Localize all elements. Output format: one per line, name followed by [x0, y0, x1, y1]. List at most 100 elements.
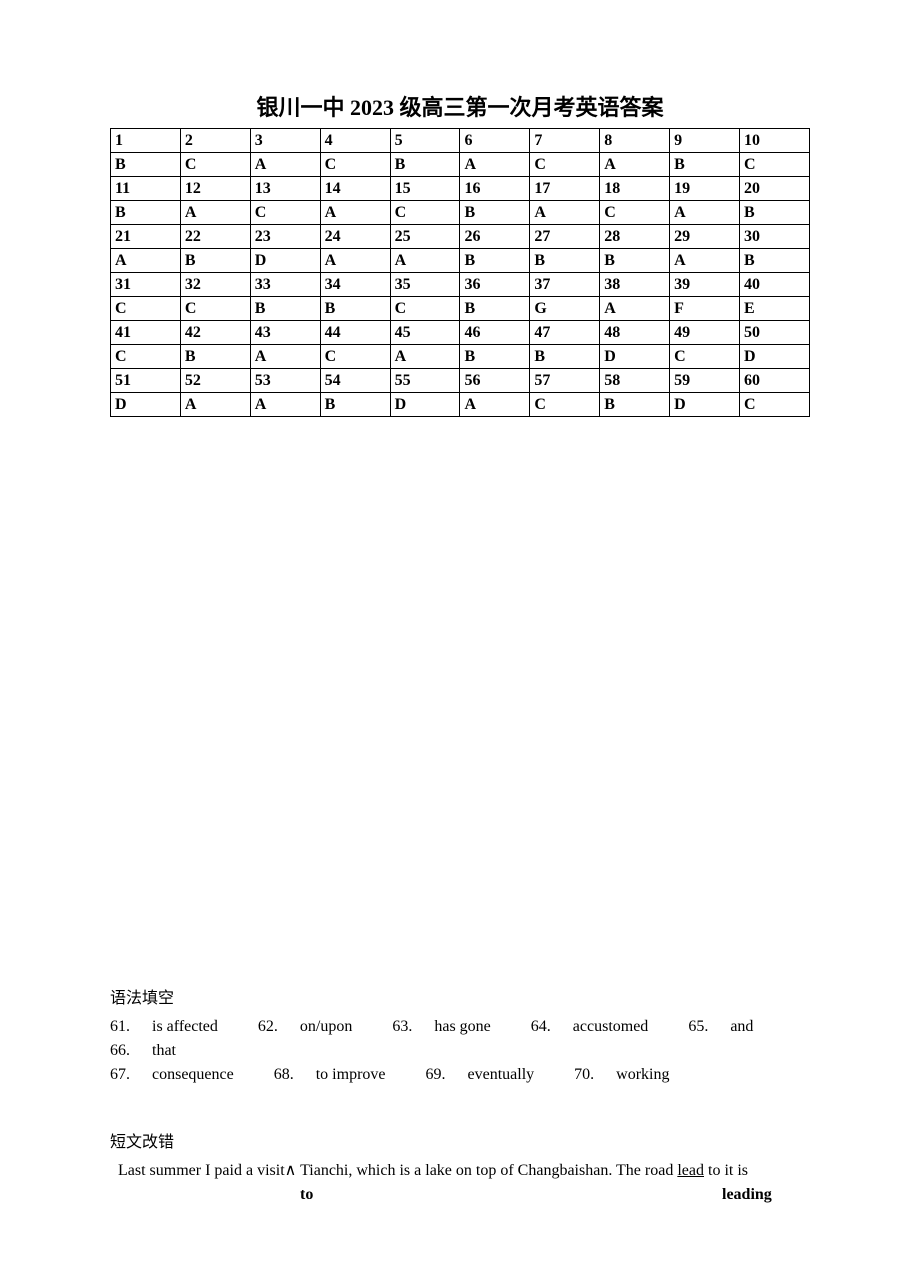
grammar-item: 69. eventually: [426, 1063, 553, 1087]
table-cell: 37: [530, 273, 600, 297]
table-row: 51525354555657585960: [111, 369, 810, 393]
grammar-line-2: 67. consequence 68. to improve 69. event…: [110, 1063, 810, 1087]
table-cell: D: [600, 345, 670, 369]
table-cell: 53: [250, 369, 320, 393]
table-cell: 11: [111, 177, 181, 201]
table-cell: B: [740, 201, 810, 225]
table-cell: B: [460, 345, 530, 369]
table-row: 21222324252627282930: [111, 225, 810, 249]
table-cell: 14: [320, 177, 390, 201]
grammar-item: 63. has gone: [392, 1015, 508, 1039]
table-cell: D: [250, 249, 320, 273]
table-cell: A: [250, 345, 320, 369]
table-cell: C: [390, 201, 460, 225]
table-cell: 6: [460, 129, 530, 153]
sentence-suffix: to it is: [704, 1162, 748, 1179]
table-cell: B: [390, 153, 460, 177]
table-cell: A: [320, 249, 390, 273]
table-cell: B: [460, 249, 530, 273]
table-cell: C: [530, 393, 600, 417]
correction-word-1: to: [300, 1183, 313, 1207]
table-cell: B: [250, 297, 320, 321]
table-cell: 9: [670, 129, 740, 153]
table-cell: 19: [670, 177, 740, 201]
table-cell: C: [740, 153, 810, 177]
table-cell: 26: [460, 225, 530, 249]
table-cell: A: [460, 393, 530, 417]
table-cell: 23: [250, 225, 320, 249]
table-cell: 28: [600, 225, 670, 249]
table-cell: 42: [180, 321, 250, 345]
table-cell: 38: [600, 273, 670, 297]
table-row: ABDAABBBAB: [111, 249, 810, 273]
table-cell: A: [180, 201, 250, 225]
table-cell: 57: [530, 369, 600, 393]
table-cell: B: [320, 297, 390, 321]
correction-heading: 短文改错: [110, 1131, 810, 1155]
table-cell: 1: [111, 129, 181, 153]
table-cell: E: [740, 297, 810, 321]
underlined-word: lead: [677, 1162, 704, 1179]
table-cell: 55: [390, 369, 460, 393]
error-correction-section: 短文改错 Last summer I paid a visit∧ Tianchi…: [110, 1131, 810, 1205]
table-cell: 49: [670, 321, 740, 345]
table-cell: B: [111, 153, 181, 177]
table-cell: 34: [320, 273, 390, 297]
table-cell: 36: [460, 273, 530, 297]
table-cell: 20: [740, 177, 810, 201]
table-cell: 44: [320, 321, 390, 345]
table-row: 31323334353637383940: [111, 273, 810, 297]
grammar-item: 68. to improve: [274, 1063, 404, 1087]
table-cell: C: [180, 153, 250, 177]
table-cell: C: [320, 153, 390, 177]
table-cell: B: [111, 201, 181, 225]
table-cell: 60: [740, 369, 810, 393]
table-cell: 33: [250, 273, 320, 297]
table-cell: A: [460, 153, 530, 177]
table-cell: 15: [390, 177, 460, 201]
grammar-item: 66. that: [110, 1039, 194, 1063]
table-cell: B: [530, 249, 600, 273]
table-cell: B: [180, 345, 250, 369]
table-row: BCACBACABC: [111, 153, 810, 177]
grammar-item: 62. on/upon: [258, 1015, 370, 1039]
table-cell: G: [530, 297, 600, 321]
grammar-heading: 语法填空: [110, 987, 810, 1011]
correction-word-2: leading: [722, 1183, 772, 1207]
table-cell: A: [320, 201, 390, 225]
table-cell: 16: [460, 177, 530, 201]
table-cell: A: [111, 249, 181, 273]
table-cell: 31: [111, 273, 181, 297]
table-cell: 7: [530, 129, 600, 153]
table-cell: C: [670, 345, 740, 369]
table-cell: 2: [180, 129, 250, 153]
table-cell: 50: [740, 321, 810, 345]
correction-sentence: Last summer I paid a visit∧ Tianchi, whi…: [110, 1159, 810, 1183]
table-cell: 22: [180, 225, 250, 249]
table-cell: A: [390, 345, 460, 369]
table-cell: 17: [530, 177, 600, 201]
table-cell: 32: [180, 273, 250, 297]
table-cell: A: [670, 249, 740, 273]
table-cell: 24: [320, 225, 390, 249]
table-cell: 29: [670, 225, 740, 249]
table-row: CBACABBDCD: [111, 345, 810, 369]
table-cell: B: [460, 201, 530, 225]
grammar-fill-section: 语法填空 61. is affected 62. on/upon 63. has…: [110, 987, 810, 1087]
table-cell: C: [111, 345, 181, 369]
table-cell: 43: [250, 321, 320, 345]
grammar-item: 61. is affected: [110, 1015, 236, 1039]
table-cell: A: [600, 297, 670, 321]
table-cell: C: [740, 393, 810, 417]
table-cell: 47: [530, 321, 600, 345]
table-cell: A: [180, 393, 250, 417]
table-cell: B: [740, 249, 810, 273]
table-cell: A: [390, 249, 460, 273]
grammar-line-1: 61. is affected 62. on/upon 63. has gone…: [110, 1015, 810, 1063]
grammar-item: 65. and: [688, 1015, 771, 1039]
page-title: 银川一中 2023 级高三第一次月考英语答案: [110, 90, 810, 122]
insert-mark: ∧: [285, 1162, 297, 1179]
table-cell: C: [530, 153, 600, 177]
table-cell: C: [250, 201, 320, 225]
table-cell: F: [670, 297, 740, 321]
